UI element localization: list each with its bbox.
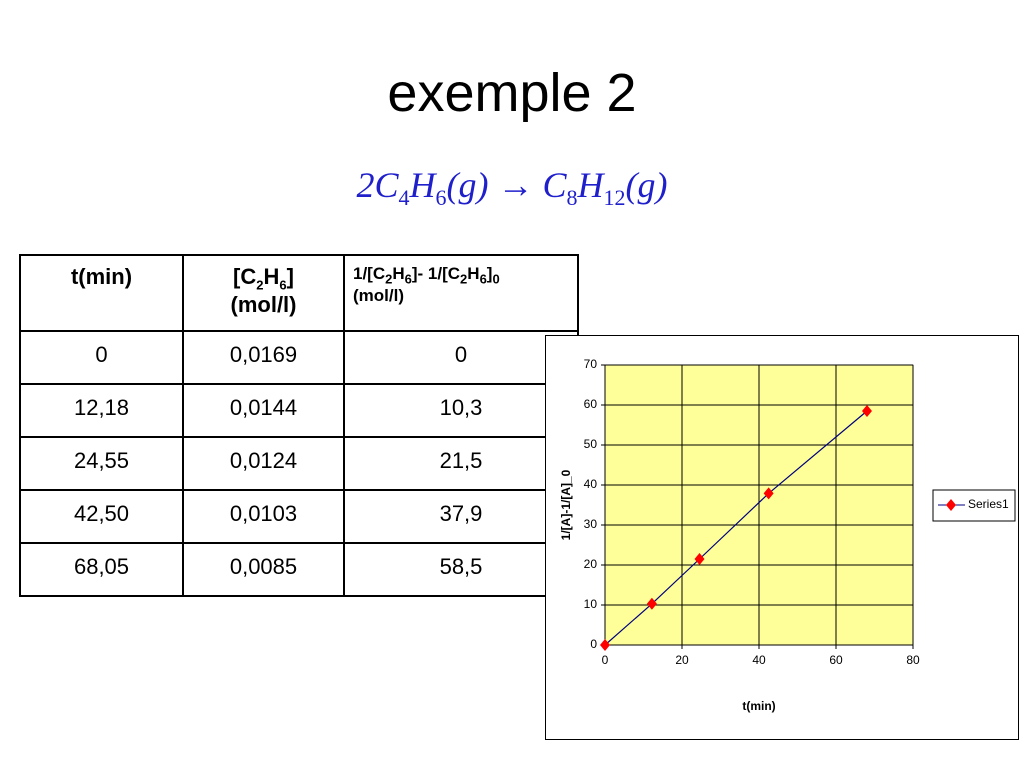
table-row: 68,05 0,0085 58,5 bbox=[19, 542, 579, 597]
table-cell: 0,0144 bbox=[182, 383, 345, 438]
x-tick-label: 0 bbox=[602, 653, 609, 667]
text-segment: 1/[C bbox=[353, 264, 386, 283]
text-segment: ] bbox=[286, 264, 294, 289]
text-segment: (g) bbox=[625, 165, 668, 205]
y-tick-label: 20 bbox=[584, 557, 598, 571]
subscript: 2 bbox=[460, 271, 468, 287]
text-segment: (mol/l) bbox=[353, 286, 404, 306]
table-cell: 37,9 bbox=[343, 489, 579, 544]
table-cell: 42,50 bbox=[19, 489, 184, 544]
table-cell: 21,5 bbox=[343, 436, 579, 491]
table-row: 12,18 0,0144 10,3 bbox=[19, 383, 579, 438]
data-point bbox=[694, 553, 705, 565]
chart: 0 10 20 30 40 50 60 70 0 20 40 60 80 t(min) 1/[A]-1/[A… bbox=[545, 335, 1019, 740]
subscript: 2 bbox=[385, 271, 393, 287]
data-point bbox=[861, 405, 872, 417]
table-cell: 0 bbox=[19, 330, 184, 385]
table-row: 24,55 0,0124 21,5 bbox=[19, 436, 579, 491]
table-row: 0 0,0169 0 bbox=[19, 330, 579, 385]
x-tick-label: 80 bbox=[906, 653, 920, 667]
equation: 2C4H6(g) → C8H12(g) bbox=[0, 164, 1024, 211]
table-cell: 0,0103 bbox=[182, 489, 345, 544]
x-tick-label: 20 bbox=[675, 653, 689, 667]
subscript: 6 bbox=[404, 271, 412, 287]
data-point bbox=[646, 597, 657, 610]
text-segment: H bbox=[263, 264, 280, 289]
legend-marker bbox=[946, 499, 956, 511]
text-segment: 2C bbox=[356, 165, 399, 205]
header-cell: [C2H6] (mol/l) bbox=[182, 254, 345, 332]
text-segment: H bbox=[577, 165, 604, 205]
y-tick-label: 40 bbox=[584, 477, 598, 491]
subscript: 6 bbox=[279, 277, 287, 293]
table-cell: 0 bbox=[343, 330, 579, 385]
y-tick-label: 50 bbox=[584, 437, 598, 451]
text-segment: H bbox=[467, 264, 480, 283]
data-table: t(min) [C2H6] (mol/l) 1/[C2H6]- 1/[C2H6]0 (m… bbox=[19, 254, 579, 597]
legend-label: Series1 bbox=[968, 497, 1009, 511]
header-cell: 1/[C2H6]- 1/[C2H6]0 (mol/l) bbox=[343, 254, 579, 332]
table-cell: 58,5 bbox=[343, 542, 579, 597]
table-cell: 68,05 bbox=[19, 542, 184, 597]
subscript: 4 bbox=[398, 185, 410, 211]
data-point bbox=[600, 639, 610, 651]
table-cell: 24,55 bbox=[19, 436, 184, 491]
text-segment: ]- 1/[C bbox=[411, 264, 461, 283]
text-segment: H bbox=[392, 264, 405, 283]
y-tick-label: 60 bbox=[584, 397, 598, 411]
y-tick-label: 10 bbox=[584, 597, 598, 611]
text-segment: [C bbox=[233, 264, 257, 289]
y-tick-label: 30 bbox=[584, 517, 598, 531]
table-cell: 0,0169 bbox=[182, 330, 345, 385]
table-row: 42,50 0,0103 37,9 bbox=[19, 489, 579, 544]
subscript: 6 bbox=[435, 185, 447, 211]
table-cell: 10,3 bbox=[343, 383, 579, 438]
text-segment: ] bbox=[486, 264, 493, 283]
header-row: t(min) [C2H6] (mol/l) 1/[C2H6]- 1/[C2H6]0 (m… bbox=[19, 254, 579, 332]
text-segment: (mol/l) bbox=[230, 292, 297, 318]
text-segment: (g) → C bbox=[446, 165, 567, 205]
y-axis-label: 1/[A]-1/[A]_0 bbox=[559, 469, 573, 540]
y-tick-label: 70 bbox=[584, 357, 598, 371]
x-tick-label: 60 bbox=[829, 653, 843, 667]
y-tick-label: 0 bbox=[590, 637, 597, 651]
table-cell: 0,0085 bbox=[182, 542, 345, 597]
x-axis-label: t(min) bbox=[742, 699, 775, 713]
subscript: 12 bbox=[603, 185, 626, 211]
text-segment: H bbox=[409, 165, 436, 205]
subscript: 0 bbox=[492, 271, 500, 287]
subscript: 2 bbox=[256, 277, 264, 293]
table-cell: 0,0124 bbox=[182, 436, 345, 491]
table-cell: 12,18 bbox=[19, 383, 184, 438]
x-tick-label: 40 bbox=[752, 653, 766, 667]
header-cell: t(min) bbox=[19, 254, 184, 332]
text-segment: t(min) bbox=[70, 264, 133, 289]
subscript: 6 bbox=[479, 271, 487, 287]
data-point bbox=[763, 487, 774, 500]
subscript: 8 bbox=[566, 185, 578, 211]
title: exemple 2 bbox=[387, 63, 637, 123]
